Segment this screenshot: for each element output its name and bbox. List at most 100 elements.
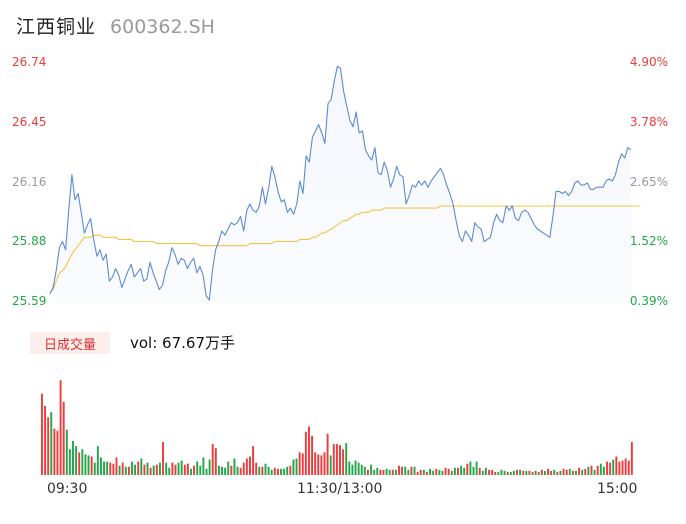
volume-bar <box>121 462 124 475</box>
volume-bar <box>410 466 413 475</box>
volume-bar <box>503 470 506 475</box>
volume-bar <box>602 466 605 475</box>
volume-bar <box>239 467 242 475</box>
volume-bar <box>214 448 217 475</box>
volume-bar <box>612 459 615 475</box>
volume-bar <box>68 449 71 475</box>
volume-bar <box>323 452 326 475</box>
volume-bar <box>391 469 394 475</box>
volume-bar <box>149 467 152 475</box>
volume-bar <box>103 461 106 475</box>
volume-bar <box>565 469 568 475</box>
volume-bar <box>630 442 633 475</box>
volume-bar <box>339 445 341 475</box>
volume-bar <box>270 469 273 475</box>
volume-bar <box>450 470 453 475</box>
volume-bar <box>497 471 500 475</box>
volume-bar <box>196 461 199 475</box>
volume-bar <box>404 466 407 475</box>
volume-bar <box>584 468 587 475</box>
volume-bar <box>289 465 292 475</box>
volume-bar <box>211 444 214 475</box>
volume-bar <box>146 462 149 475</box>
volume-bar <box>621 460 624 475</box>
volume-bar <box>165 462 168 475</box>
volume-bar <box>509 471 512 475</box>
x-tick-midday: 11:30/13:00 <box>297 481 383 497</box>
volume-bar <box>99 457 102 475</box>
volume-bar <box>93 462 96 475</box>
volume-bar <box>366 469 369 475</box>
volume-bar <box>398 465 400 475</box>
volume-bar <box>177 462 180 475</box>
volume-bar <box>351 464 354 475</box>
y-tick-percent: 4.90% <box>629 55 668 69</box>
volume-bar <box>342 449 345 475</box>
volume-bar <box>183 464 186 475</box>
volume-bar <box>550 470 553 475</box>
volume-bar <box>249 456 251 475</box>
volume-bar <box>72 441 74 475</box>
volume-bar <box>227 461 230 475</box>
volume-bar <box>326 433 329 475</box>
volume-bar <box>388 469 391 475</box>
volume-bar <box>78 452 81 475</box>
volume-bar <box>124 466 127 475</box>
volume-bar <box>283 468 286 475</box>
volume-bar <box>373 469 376 475</box>
volume-bar <box>65 429 68 475</box>
volume-layer <box>41 380 633 475</box>
volume-bar <box>599 463 602 475</box>
volume-bar <box>547 468 549 475</box>
volume-bar <box>301 453 304 475</box>
x-tick-open: 09:30 <box>47 481 88 497</box>
volume-bar <box>522 470 525 475</box>
volume-bar <box>264 463 267 475</box>
volume-bar <box>478 467 481 475</box>
volume-bar <box>475 461 478 475</box>
volume-bar <box>230 465 233 475</box>
volume-bar <box>50 412 53 475</box>
volume-bar <box>314 452 317 475</box>
volume-bar <box>379 469 382 475</box>
volume-bar <box>208 459 211 475</box>
volume-bar <box>186 463 189 475</box>
volume-bar <box>84 454 87 475</box>
volume-bar <box>276 468 279 475</box>
volume-bar <box>106 461 109 475</box>
volume-bar <box>407 469 410 475</box>
volume-bar <box>47 417 50 475</box>
stock-code: 600362.SH <box>110 16 215 38</box>
volume-bar <box>199 465 202 475</box>
y-tick-price: 25.59 <box>12 294 47 308</box>
volume-bar <box>416 471 419 475</box>
volume-bar <box>96 446 99 475</box>
volume-bar <box>118 465 121 475</box>
volume-bar <box>131 461 133 475</box>
volume-bar <box>273 467 276 475</box>
volume-bar <box>62 401 65 475</box>
volume-bar <box>540 469 543 475</box>
volume-bar <box>308 426 310 475</box>
volume-bar <box>578 467 581 475</box>
volume-bar <box>419 469 422 475</box>
volume-bar <box>432 470 435 475</box>
volume-bar <box>56 430 59 475</box>
volume-bar <box>242 462 245 475</box>
volume-bar <box>162 442 164 475</box>
volume-bar <box>463 467 466 475</box>
volume-bar <box>127 466 130 475</box>
volume-bar <box>472 466 475 475</box>
volume-bar <box>543 470 546 475</box>
y-tick-percent: 0.39% <box>629 294 668 308</box>
volume-bar <box>425 471 428 475</box>
volume-bar <box>171 462 174 475</box>
volume-bar <box>193 465 196 475</box>
volume-bar <box>559 470 562 475</box>
stock-name: 江西铜业 <box>16 16 97 38</box>
volume-bar <box>267 466 270 475</box>
volume-bar <box>112 463 115 475</box>
volume-bar <box>556 471 559 475</box>
volume-bar <box>562 468 565 475</box>
volume-bar <box>525 470 528 475</box>
